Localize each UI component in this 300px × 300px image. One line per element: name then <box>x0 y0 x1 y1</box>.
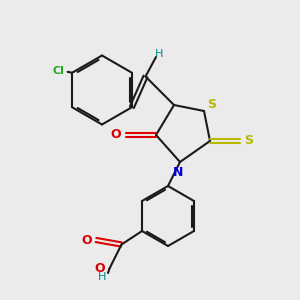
Text: N: N <box>173 167 184 179</box>
Text: H: H <box>155 49 163 59</box>
Text: S: S <box>207 98 216 112</box>
Text: O: O <box>111 128 122 142</box>
Text: H: H <box>98 272 106 283</box>
Text: Cl: Cl <box>53 66 64 76</box>
Text: S: S <box>244 134 253 148</box>
Text: O: O <box>94 262 105 275</box>
Text: O: O <box>81 233 92 247</box>
